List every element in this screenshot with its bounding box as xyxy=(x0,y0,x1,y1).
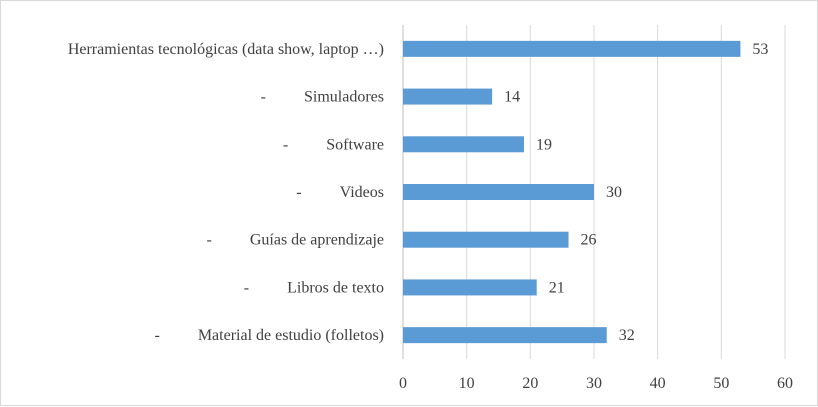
category-label: Software xyxy=(326,136,384,153)
data-labels: 53 14 19 30 26 21 32 xyxy=(504,41,768,344)
bar xyxy=(403,279,537,296)
category-bullet: - xyxy=(283,136,288,153)
x-tick-label: 10 xyxy=(459,375,475,392)
category-label: Guías de aprendizaje xyxy=(250,232,384,249)
x-tick-label: 50 xyxy=(713,375,729,392)
bar xyxy=(403,184,594,200)
bar xyxy=(403,40,741,57)
data-label: 53 xyxy=(752,41,768,58)
category-bullet: - xyxy=(155,327,160,344)
category-bullet: - xyxy=(207,232,212,249)
data-label: 19 xyxy=(536,136,552,153)
data-label: 21 xyxy=(549,279,565,296)
category-bullet: - xyxy=(296,184,301,201)
x-tick-label: 30 xyxy=(586,375,602,392)
category-label: Libros de texto xyxy=(287,279,384,296)
category-label: Simuladores xyxy=(304,89,384,106)
category-label: Material de estudio (folletos) xyxy=(198,327,384,344)
bar xyxy=(403,231,569,248)
category-label: Herramientas tecnológicas (data show, la… xyxy=(68,41,384,58)
bars xyxy=(403,40,741,344)
data-label: 32 xyxy=(619,327,635,344)
data-label: 26 xyxy=(581,232,597,249)
bar xyxy=(403,88,493,105)
category-bullet: - xyxy=(261,89,266,106)
x-tick-label: 0 xyxy=(399,375,407,392)
bar xyxy=(403,136,524,153)
category-labels: Herramientas tecnológicas (data show, la… xyxy=(68,41,384,344)
x-tick-label: 60 xyxy=(777,375,793,392)
category-label: Videos xyxy=(340,184,384,201)
bar xyxy=(403,327,607,344)
x-axis-ticks: 0 10 20 30 40 50 60 xyxy=(399,375,793,392)
x-tick-label: 20 xyxy=(522,375,538,392)
data-label: 30 xyxy=(606,184,622,201)
x-tick-label: 40 xyxy=(650,375,666,392)
category-bullet: - xyxy=(244,279,249,296)
data-label: 14 xyxy=(504,89,520,106)
